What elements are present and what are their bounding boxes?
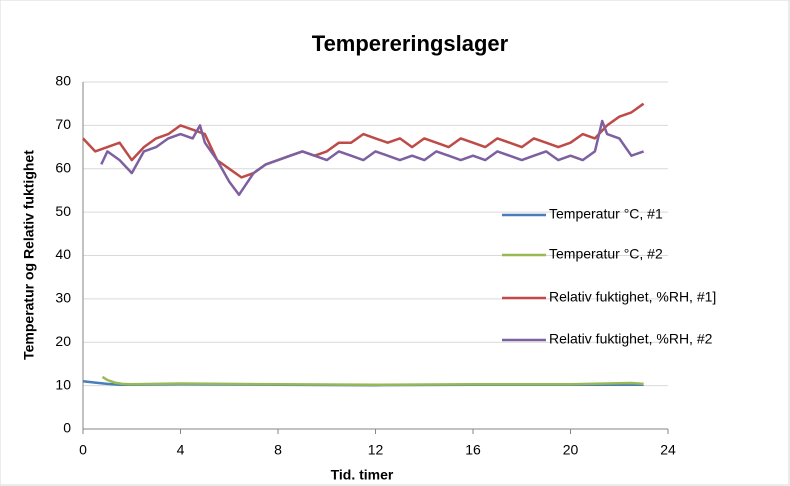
y-axis-title: Temperatur og Relativ fuktighet — [21, 150, 37, 360]
chart-title: Tempereringslager — [312, 31, 509, 56]
x-axis-title: Tid. timer — [331, 467, 394, 483]
x-tick-label: 20 — [563, 442, 579, 458]
y-tick-label: 10 — [55, 376, 71, 392]
y-tick-label: 30 — [55, 290, 71, 306]
x-tick-label: 12 — [368, 442, 384, 458]
y-tick-label: 40 — [55, 246, 71, 262]
x-tick-label: 8 — [274, 442, 282, 458]
x-tick-label: 16 — [465, 442, 481, 458]
y-tick-label: 60 — [55, 159, 71, 175]
series-line — [101, 375, 644, 387]
y-tick-label: 70 — [55, 116, 71, 132]
series-line — [82, 102, 645, 179]
x-tick-label: 0 — [79, 442, 87, 458]
x-tick-label: 4 — [177, 442, 185, 458]
x-tick-label: 24 — [660, 442, 676, 458]
y-tick-label: 50 — [55, 203, 71, 219]
y-tick-label: 0 — [63, 420, 71, 436]
series-line — [100, 119, 645, 197]
y-tick-label: 80 — [55, 73, 71, 89]
y-tick-label: 20 — [55, 333, 71, 349]
legend-label: Relativ fuktighet, %RH, #1] — [549, 289, 716, 305]
legend-label: Relativ fuktighet, %RH, #2 — [549, 331, 713, 347]
legend-label: Temperatur °C, #1 — [549, 206, 663, 222]
legend-label: Temperatur °C, #2 — [549, 246, 663, 262]
